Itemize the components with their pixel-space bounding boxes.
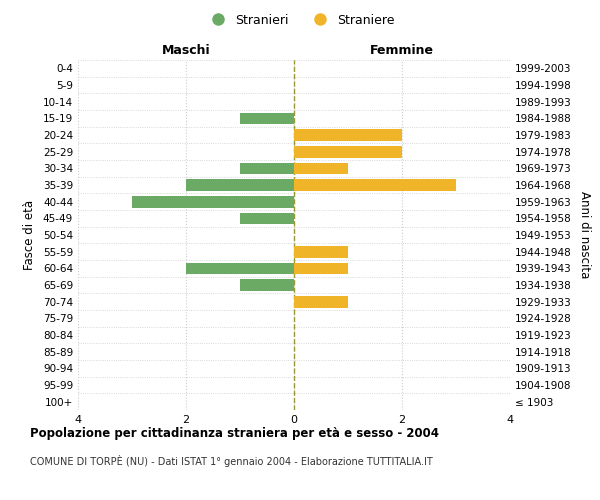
Bar	[240, 112, 294, 124]
Bar	[294, 179, 456, 191]
Y-axis label: Anni di nascita: Anni di nascita	[578, 192, 591, 278]
Bar	[294, 262, 348, 274]
Bar	[294, 129, 402, 141]
Y-axis label: Fasce di età: Fasce di età	[23, 200, 36, 270]
Bar	[294, 146, 402, 158]
Bar	[186, 262, 294, 274]
Bar	[294, 162, 348, 174]
Bar	[240, 212, 294, 224]
Text: Femmine: Femmine	[370, 44, 434, 57]
Bar	[132, 196, 294, 207]
Bar	[240, 162, 294, 174]
Bar	[240, 279, 294, 291]
Legend: Stranieri, Straniere: Stranieri, Straniere	[200, 8, 400, 32]
Bar	[294, 296, 348, 308]
Bar	[186, 179, 294, 191]
Text: Popolazione per cittadinanza straniera per età e sesso - 2004: Popolazione per cittadinanza straniera p…	[30, 428, 439, 440]
Bar	[294, 246, 348, 258]
Text: Maschi: Maschi	[161, 44, 211, 57]
Text: COMUNE DI TORPÈ (NU) - Dati ISTAT 1° gennaio 2004 - Elaborazione TUTTITALIA.IT: COMUNE DI TORPÈ (NU) - Dati ISTAT 1° gen…	[30, 455, 433, 467]
